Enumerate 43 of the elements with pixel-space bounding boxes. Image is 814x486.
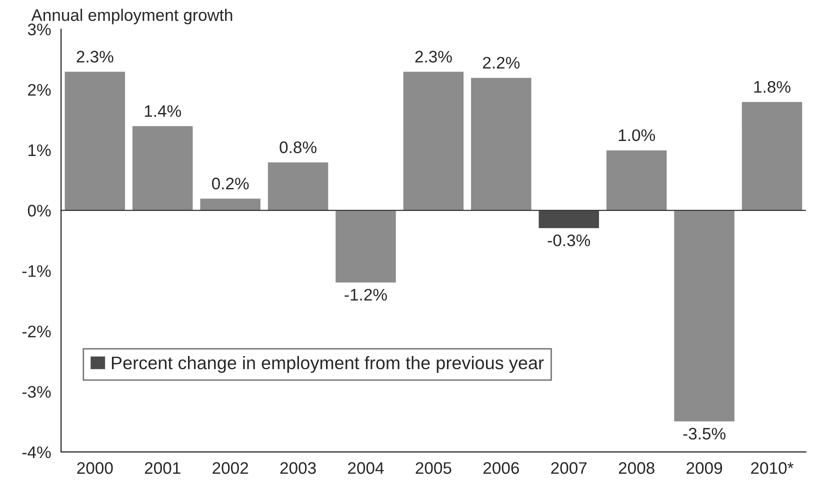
x-tick-label: 2008 (618, 462, 654, 474)
data-label: 2.3% (415, 50, 452, 63)
x-tick-label: 2009 (686, 462, 722, 474)
x-tick-label: 2001 (144, 462, 180, 474)
y-tick-label: -3% (22, 386, 51, 398)
y-tick-label: -4% (22, 446, 51, 458)
chart-title: Annual employment growth (31, 8, 232, 24)
x-tick-label: 2000 (77, 462, 113, 474)
bar (267, 162, 329, 211)
bar (470, 77, 532, 211)
bar (606, 150, 668, 211)
bar (132, 125, 194, 211)
data-label: 0.2% (212, 178, 249, 190)
data-label: -3.5% (683, 428, 726, 440)
data-label: 1.0% (618, 129, 655, 142)
bar (200, 198, 262, 211)
data-label: 2.2% (483, 56, 520, 69)
x-tick-label: 2007 (551, 462, 587, 474)
data-label: 1.8% (754, 80, 790, 93)
data-label: 2.3% (76, 50, 114, 63)
x-tick-label: 2003 (280, 462, 316, 474)
bar (64, 71, 126, 211)
bar (741, 101, 803, 211)
legend-label: Percent change in employment from the previous year (112, 356, 544, 373)
bar (334, 210, 397, 284)
x-tick-label: 2006 (483, 462, 519, 474)
y-tick-label: -2% (22, 326, 51, 338)
bar (673, 210, 736, 422)
y-tick-label: 0% (28, 204, 51, 217)
y-tick-label: 3% (28, 24, 51, 36)
data-label: 0.8% (280, 141, 316, 154)
data-label: -1.2% (344, 288, 387, 301)
y-tick-label: 1% (28, 144, 51, 156)
data-label: -0.3% (548, 234, 590, 246)
x-tick-label: 2004 (348, 462, 384, 474)
data-label: 1.4% (144, 105, 182, 117)
x-tick-label: 2005 (416, 462, 452, 474)
x-tick-label: 2002 (212, 462, 248, 474)
bar (402, 71, 464, 211)
x-tick-label: 2010* (751, 462, 794, 474)
y-tick-label: -1% (22, 265, 51, 277)
y-tick-label: 2% (28, 84, 51, 96)
bar (538, 210, 600, 229)
